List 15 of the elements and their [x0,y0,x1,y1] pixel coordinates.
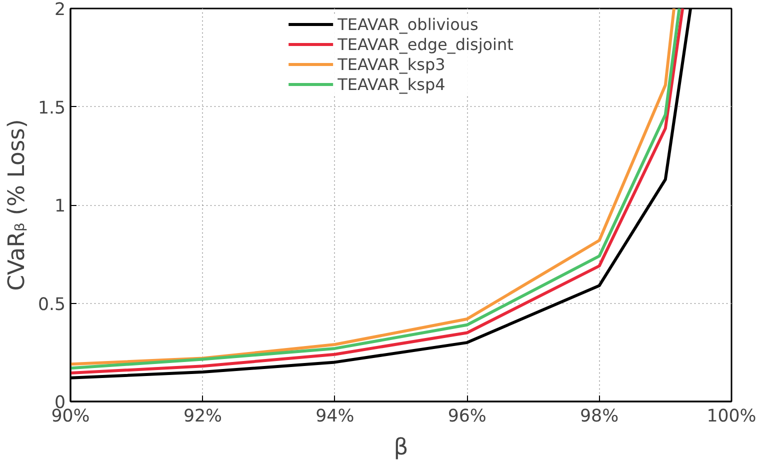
x-tick-label: 98% [580,406,619,426]
legend-label: TEAVAR_oblivious [338,14,478,34]
y-axis-title: CVaRᵦ (% Loss) [4,119,30,291]
x-axis-title: β [394,434,408,460]
x-tick-label: 96% [448,406,486,426]
y-tick-label: 1 [54,196,66,216]
x-tick-label: 100% [706,406,756,426]
legend-label: TEAVAR_edge_disjoint [338,34,514,54]
x-tick-label: 94% [316,406,354,426]
legend-label: TEAVAR_ksp3 [338,54,446,74]
y-tick-label: 2 [54,0,66,20]
y-tick-label: 1.5 [38,98,66,118]
legend-label: TEAVAR_ksp4 [338,74,446,94]
x-tick-label: 92% [183,406,222,426]
y-tick-label: 0.5 [38,294,66,315]
